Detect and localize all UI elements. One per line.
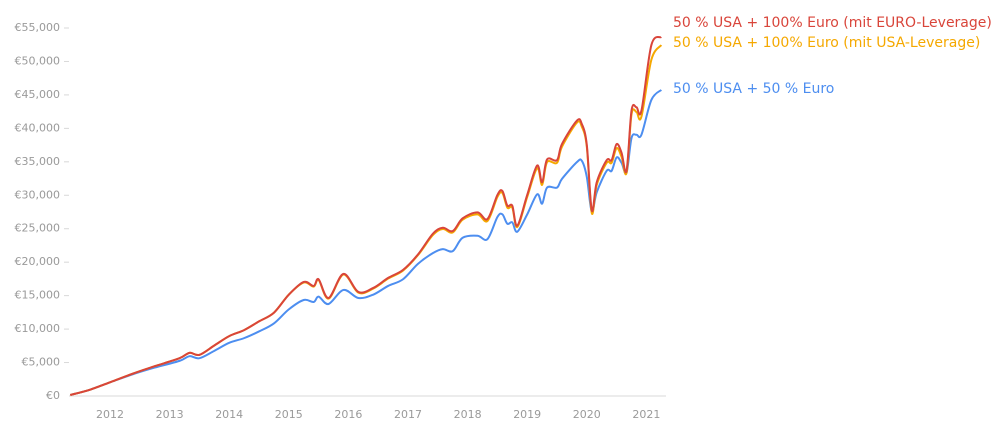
x-tick-label: 2016 — [334, 408, 362, 421]
y-tick-label: €5,000 — [22, 356, 61, 369]
y-tick-label: €10,000 — [15, 322, 61, 335]
y-tick-label: €35,000 — [15, 155, 61, 168]
y-tick-label: €50,000 — [15, 54, 61, 67]
series-line — [70, 89, 663, 396]
series-label: 50 % USA + 100% Euro (mit USA-Leverage) — [673, 35, 980, 51]
series-line — [70, 35, 662, 396]
series-line — [70, 44, 663, 396]
x-tick-label: 2015 — [275, 408, 303, 421]
x-axis: 2012 2013 2014 2015 2016 2017 2018 2019 2020 2021 — [69, 395, 666, 421]
x-tick-label: 2013 — [156, 408, 184, 421]
y-tick-label: €15,000 — [15, 289, 61, 302]
x-tick-label: 2019 — [513, 408, 541, 421]
series-lines — [70, 35, 663, 396]
y-axis: €0 €5,000 €10,000 €15,000 €20,000 €25,000 €30,… — [15, 21, 69, 402]
y-tick-label: €45,000 — [15, 88, 61, 101]
x-tick-label: 2018 — [454, 408, 482, 421]
x-tick-label: 2021 — [632, 408, 660, 421]
series-label: 50 % USA + 50 % Euro — [673, 81, 834, 97]
y-tick-label: €40,000 — [15, 121, 61, 134]
x-tick-label: 2012 — [96, 408, 124, 421]
y-tick-label: €55,000 — [15, 21, 61, 34]
y-tick-label: €25,000 — [15, 222, 61, 235]
y-tick-label: €20,000 — [15, 255, 61, 268]
series-label: 50 % USA + 100% Euro (mit EURO-Leverage) — [673, 15, 992, 31]
x-tick-label: 2020 — [573, 408, 601, 421]
series-labels: 50 % USA + 50 % Euro 50 % USA + 100% Euro… — [673, 15, 992, 97]
x-tick-label: 2017 — [394, 408, 422, 421]
y-tick-label: €0 — [46, 389, 60, 402]
y-tick-label: €30,000 — [15, 188, 61, 201]
x-tick-label: 2014 — [215, 408, 243, 421]
